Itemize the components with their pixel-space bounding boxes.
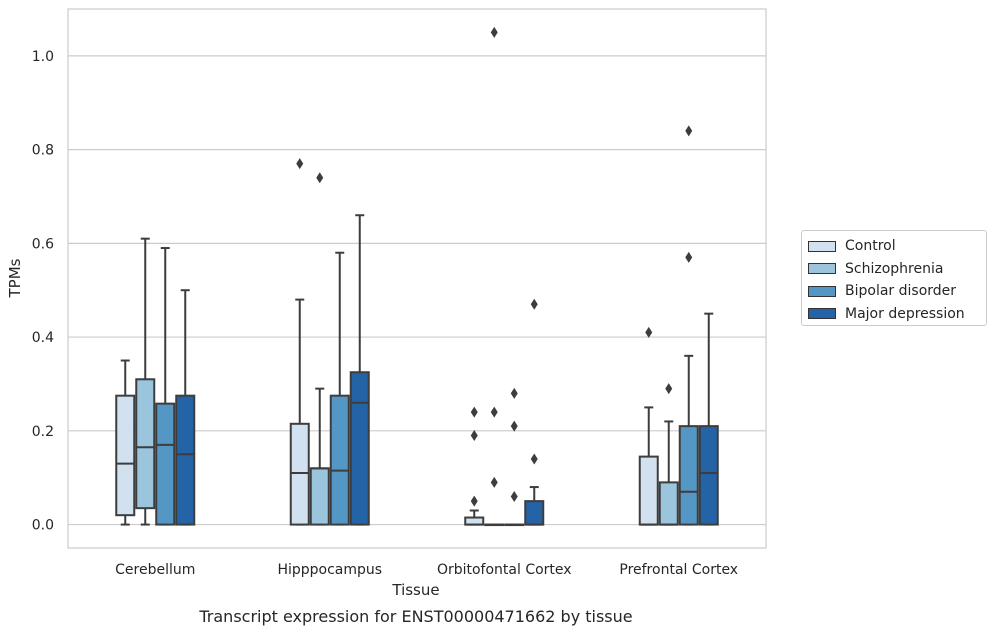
outlier-point — [645, 326, 653, 338]
x-tick-labels: Cerebellum Hipppocampus Orbitofontal Corte… — [115, 562, 738, 578]
outlier-point — [316, 172, 324, 184]
box-body — [658, 481, 679, 526]
legend-swatch — [808, 240, 836, 252]
box-control — [638, 326, 659, 526]
box-body — [638, 455, 659, 526]
y-axis-label: TPMs — [6, 258, 24, 298]
y-tick-label: 0.4 — [32, 330, 54, 346]
box-control — [115, 359, 136, 526]
outlier-point — [510, 387, 518, 399]
legend-swatch — [808, 285, 836, 297]
outlier-point — [510, 490, 518, 502]
box-body — [464, 516, 485, 526]
x-tick-label: Cerebellum — [115, 562, 195, 578]
legend-label: Bipolar disorder — [845, 283, 957, 300]
box-body — [175, 394, 196, 526]
x-tick-label: Orbitofontal Cortex — [437, 562, 572, 578]
y-tick-label: 0.8 — [32, 143, 54, 159]
box-control — [289, 158, 310, 526]
box-major-depression — [698, 312, 719, 526]
box-major-depression — [175, 289, 196, 526]
outlier-point — [490, 406, 498, 418]
box-body — [349, 371, 370, 526]
outlier-point — [530, 453, 538, 465]
legend-label: Schizophrenia — [845, 260, 944, 277]
box-major-depression — [524, 298, 545, 526]
box-bipolar-disorder — [504, 387, 525, 527]
box-body — [309, 467, 330, 526]
outlier-point — [490, 476, 498, 488]
y-tick-label: 1.0 — [32, 49, 54, 65]
plot-frame — [67, 8, 767, 549]
legend-label: Major depression — [845, 305, 965, 322]
box-body — [524, 500, 545, 526]
box-bipolar-disorder — [329, 251, 350, 526]
outlier-point — [685, 125, 693, 137]
box-body — [289, 422, 310, 526]
outlier-point — [490, 26, 498, 38]
chart-caption: Transcript expression for ENST0000047166… — [198, 607, 632, 626]
y-tick-label: 0.6 — [32, 236, 54, 252]
legend-swatch — [808, 263, 836, 275]
box-bipolar-disorder — [155, 247, 176, 526]
y-tick-label: 0.2 — [32, 424, 54, 440]
x-tick-label: Prefrontal Cortex — [619, 562, 738, 578]
box-body — [115, 394, 136, 517]
y-tick-label: 0.0 — [32, 518, 54, 534]
legend-label: Control — [845, 238, 896, 255]
outlier-point — [470, 430, 478, 442]
legend-item: Bipolar disorder — [808, 280, 986, 303]
legend: Control Schizophrenia Bipolar disorder Majo… — [801, 230, 987, 326]
outlier-point — [296, 158, 304, 170]
legend-item: Major depression — [808, 303, 986, 326]
outlier-point — [470, 495, 478, 507]
box-body — [329, 394, 350, 526]
box-schizophrenia — [658, 383, 679, 526]
y-tick-labels: 0.0 0.2 0.4 0.6 0.8 1.0 — [32, 49, 54, 534]
box-schizophrenia — [484, 26, 505, 527]
box-schizophrenia — [135, 237, 156, 526]
legend-item: Schizophrenia — [808, 258, 986, 281]
box-body — [678, 425, 699, 526]
outlier-point — [530, 298, 538, 310]
box-body — [155, 402, 176, 526]
box-control — [464, 406, 485, 526]
box-major-depression — [349, 214, 370, 526]
outlier-point — [510, 420, 518, 432]
x-tick-label: Hipppocampus — [277, 562, 382, 578]
legend-item: Control — [808, 235, 986, 258]
box-bipolar-disorder — [678, 125, 699, 526]
outlier-point — [470, 406, 478, 418]
x-axis-label: Tissue — [391, 581, 439, 599]
box-schizophrenia — [309, 172, 330, 526]
box-plot-marks — [115, 26, 719, 527]
box-body — [698, 425, 719, 526]
legend-swatch — [808, 308, 836, 320]
outlier-point — [685, 251, 693, 263]
box-body — [135, 378, 156, 510]
outlier-point — [665, 383, 673, 395]
